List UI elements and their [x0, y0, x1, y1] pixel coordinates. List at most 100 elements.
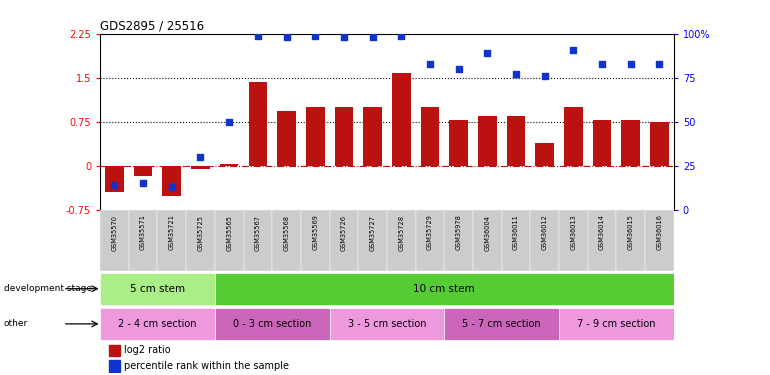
Bar — [363, 107, 382, 166]
FancyBboxPatch shape — [616, 210, 645, 271]
FancyBboxPatch shape — [100, 308, 215, 340]
Point — [223, 118, 236, 124]
FancyBboxPatch shape — [473, 210, 502, 271]
Bar — [162, 166, 181, 196]
Text: other: other — [4, 320, 28, 328]
Bar — [621, 120, 640, 166]
Text: 10 cm stem: 10 cm stem — [413, 284, 475, 294]
Text: GSM35729: GSM35729 — [427, 214, 433, 250]
FancyBboxPatch shape — [387, 210, 416, 271]
Text: GSM36015: GSM36015 — [628, 214, 634, 250]
FancyBboxPatch shape — [559, 210, 588, 271]
Point — [453, 66, 465, 72]
Point — [481, 50, 494, 56]
Bar — [650, 122, 668, 166]
Point — [194, 154, 206, 160]
Point — [338, 34, 350, 40]
Bar — [593, 120, 611, 166]
Point — [653, 61, 665, 67]
Bar — [105, 166, 124, 192]
FancyBboxPatch shape — [100, 210, 129, 271]
FancyBboxPatch shape — [129, 210, 158, 271]
Point — [395, 33, 407, 39]
Text: GSM36004: GSM36004 — [484, 214, 490, 250]
Text: 2 - 4 cm section: 2 - 4 cm section — [119, 319, 196, 329]
FancyBboxPatch shape — [358, 210, 387, 271]
Text: GSM35570: GSM35570 — [112, 214, 118, 250]
Bar — [249, 82, 267, 166]
FancyBboxPatch shape — [502, 210, 531, 271]
Bar — [507, 116, 525, 166]
Text: GSM35726: GSM35726 — [341, 214, 347, 250]
Bar — [535, 143, 554, 166]
Bar — [420, 107, 439, 166]
Bar — [335, 107, 353, 166]
Text: GSM35565: GSM35565 — [226, 214, 233, 250]
Text: GSM35728: GSM35728 — [398, 214, 404, 250]
Point — [109, 182, 121, 188]
Bar — [564, 107, 583, 166]
FancyBboxPatch shape — [444, 308, 559, 340]
FancyBboxPatch shape — [559, 308, 674, 340]
Bar — [109, 360, 120, 372]
Point — [367, 34, 379, 40]
FancyBboxPatch shape — [215, 308, 330, 340]
Text: GSM35721: GSM35721 — [169, 214, 175, 250]
Point — [166, 184, 178, 190]
Text: GSM35567: GSM35567 — [255, 214, 261, 250]
Text: 5 cm stem: 5 cm stem — [130, 284, 185, 294]
Point — [538, 73, 551, 79]
Bar — [450, 120, 468, 166]
FancyBboxPatch shape — [330, 210, 358, 271]
Bar — [134, 166, 152, 176]
Text: GSM35725: GSM35725 — [197, 214, 203, 250]
FancyBboxPatch shape — [588, 210, 616, 271]
FancyBboxPatch shape — [243, 210, 273, 271]
Bar — [306, 107, 324, 166]
Text: 3 - 5 cm section: 3 - 5 cm section — [348, 319, 426, 329]
Bar — [478, 116, 497, 166]
FancyBboxPatch shape — [273, 210, 301, 271]
FancyBboxPatch shape — [645, 210, 674, 271]
Bar — [277, 111, 296, 166]
Bar — [109, 345, 120, 356]
Text: development stage: development stage — [4, 284, 92, 293]
Point — [309, 33, 321, 39]
Point — [596, 61, 608, 67]
Point — [510, 71, 522, 77]
FancyBboxPatch shape — [186, 210, 215, 271]
Text: 7 - 9 cm section: 7 - 9 cm section — [578, 319, 655, 329]
Bar — [220, 165, 239, 166]
FancyBboxPatch shape — [215, 273, 674, 304]
Bar — [392, 73, 410, 166]
Bar — [191, 166, 209, 168]
Text: GSM36011: GSM36011 — [513, 214, 519, 250]
Text: 0 - 3 cm section: 0 - 3 cm section — [233, 319, 311, 329]
FancyBboxPatch shape — [531, 210, 559, 271]
Text: GSM36012: GSM36012 — [541, 214, 547, 250]
FancyBboxPatch shape — [100, 273, 215, 304]
Point — [567, 46, 580, 53]
Point — [280, 34, 293, 40]
FancyBboxPatch shape — [301, 210, 330, 271]
Text: GSM36013: GSM36013 — [571, 214, 577, 250]
Point — [137, 180, 149, 186]
Text: 5 - 7 cm section: 5 - 7 cm section — [462, 319, 541, 329]
Text: GSM35568: GSM35568 — [283, 214, 290, 250]
Point — [624, 61, 637, 67]
Text: log2 ratio: log2 ratio — [125, 345, 171, 355]
Text: GSM35978: GSM35978 — [456, 214, 462, 250]
Text: GSM35727: GSM35727 — [370, 214, 376, 250]
Text: GSM36014: GSM36014 — [599, 214, 605, 250]
FancyBboxPatch shape — [215, 210, 243, 271]
Point — [252, 33, 264, 39]
Text: GSM35571: GSM35571 — [140, 214, 146, 250]
FancyBboxPatch shape — [158, 210, 186, 271]
Text: GSM35569: GSM35569 — [312, 214, 318, 250]
FancyBboxPatch shape — [416, 210, 444, 271]
FancyBboxPatch shape — [330, 308, 444, 340]
Text: GSM36016: GSM36016 — [656, 214, 662, 250]
Point — [424, 61, 436, 67]
Text: GDS2895 / 25516: GDS2895 / 25516 — [100, 20, 204, 33]
FancyBboxPatch shape — [444, 210, 473, 271]
